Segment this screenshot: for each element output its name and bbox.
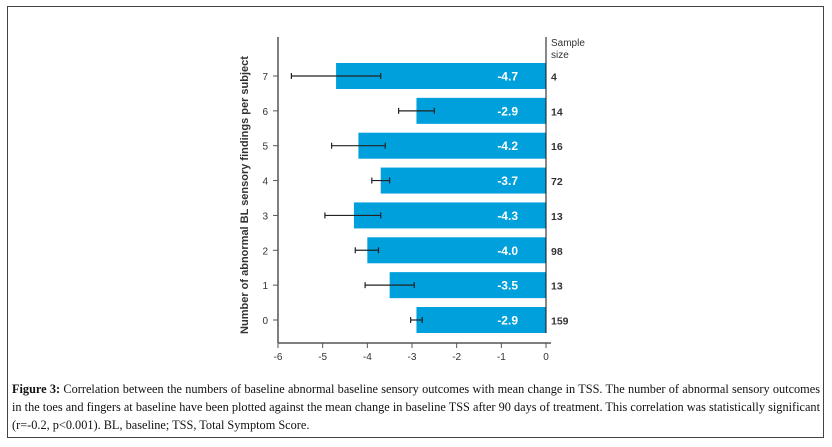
bar [367, 237, 546, 264]
sample-size-label: 13 [551, 211, 563, 223]
figure-frame [7, 6, 824, 438]
x-tick-label: -6 [274, 352, 283, 363]
bar-value-label: -2.9 [497, 104, 518, 118]
sample-size-label: 13 [551, 281, 563, 293]
x-tick-label: -2 [452, 352, 461, 363]
bar-value-label: -2.9 [497, 314, 518, 328]
sample-size-header-line2: size [551, 50, 569, 61]
bar [358, 132, 546, 159]
sample-size-label: 98 [551, 246, 563, 258]
bar-value-label: -4.7 [497, 69, 518, 83]
y-axis-title: Number of abnormal BL sensory findings p… [239, 56, 251, 334]
bar-value-label: -4.3 [497, 209, 518, 223]
bar-value-label: -4.0 [497, 244, 518, 258]
bar [416, 307, 546, 333]
sample-size-label: 4 [551, 71, 557, 83]
sample-size-label: 72 [551, 176, 563, 188]
y-tick-label: 4 [262, 177, 268, 188]
bar [380, 167, 546, 194]
caption-label: Figure 3: [12, 382, 61, 396]
x-tick-label: 0 [543, 352, 549, 363]
y-tick-label: 6 [262, 107, 268, 118]
bar [416, 97, 546, 124]
bar-chart: -2.9 0 159 -3.5 1 13 -4.0 2 98 -4.3 3 13 -3.7 4 72 -4.2… [239, 37, 585, 363]
y-tick-label: 3 [262, 211, 268, 222]
y-tick-label: 1 [262, 281, 268, 292]
y-tick-label: 2 [262, 246, 268, 257]
y-tick-label: 0 [262, 316, 268, 327]
bar-value-label: -4.2 [497, 139, 518, 153]
y-tick-label: 5 [262, 142, 268, 153]
x-tick-label: -5 [318, 352, 327, 363]
y-tick-label: 7 [262, 72, 268, 83]
bar-value-label: -3.7 [497, 174, 518, 188]
sample-size-label: 159 [551, 316, 569, 328]
sample-size-header: Sample [551, 38, 585, 49]
caption-text: Correlation between the numbers of basel… [12, 382, 820, 432]
sample-size-label: 14 [551, 106, 563, 118]
figure-caption: Figure 3: Correlation between the number… [12, 380, 820, 434]
x-tick-label: -1 [497, 352, 506, 363]
bar [353, 202, 546, 229]
x-tick-label: -4 [363, 352, 372, 363]
bar-value-label: -3.5 [497, 279, 518, 293]
bar [389, 272, 546, 299]
sample-size-label: 16 [551, 141, 563, 153]
x-tick-label: -3 [408, 352, 417, 363]
